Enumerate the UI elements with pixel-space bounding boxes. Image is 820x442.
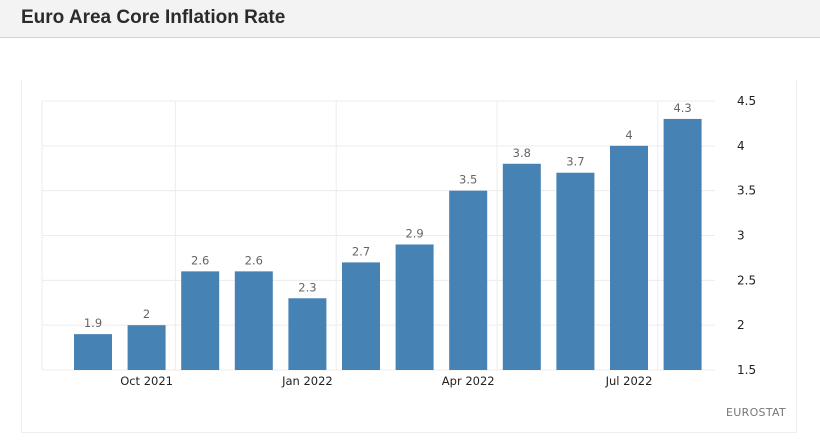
bar-jun-2022 [556,172,595,370]
data-label: 2.6 [191,253,209,267]
bar-nov-2021 [181,271,220,370]
data-label: 4 [625,128,632,142]
x-tick-label: Oct 2021 [120,374,173,388]
bar-feb-2022 [342,262,380,370]
y-tick-label: 2.5 [737,273,756,287]
data-label: 2.7 [352,244,370,258]
bar-mar-2022 [395,244,434,370]
chart-panel [21,80,797,433]
y-tick-label: 4 [737,139,745,153]
data-label: 3.7 [566,155,584,169]
header: Euro Area Core Inflation Rate [0,0,820,38]
x-tick-label: Jul 2022 [605,374,653,388]
page-title: Euro Area Core Inflation Rate [21,7,286,28]
bar-may-2022 [502,163,541,370]
y-tick-label: 3 [737,229,745,243]
data-label: 2 [143,307,150,321]
y-tick-label: 2 [737,318,745,332]
data-label: 2.9 [405,226,423,240]
bar-jul-2022 [610,145,648,370]
bar-sep-2021 [74,334,112,370]
y-tick-label: 3.5 [737,184,756,198]
bar-aug-2022 [663,118,702,370]
bar-apr-2022 [449,190,488,370]
data-label: 1.9 [84,316,102,330]
data-label: 3.5 [459,173,477,187]
data-label: 4.3 [673,101,691,115]
y-tick-label: 4.5 [737,94,756,108]
data-label: 2.6 [245,253,263,267]
y-tick-label: 1.5 [737,363,756,377]
x-tick-label: Jan 2022 [281,374,333,388]
data-label: 2.3 [298,280,316,294]
source-label: EUROSTAT [726,406,786,419]
bar-jan-2022 [288,298,327,370]
bar-dec-2021 [234,271,273,370]
data-label: 3.8 [513,146,531,160]
bar-oct-2021 [127,325,166,370]
x-tick-label: Apr 2022 [442,374,495,388]
